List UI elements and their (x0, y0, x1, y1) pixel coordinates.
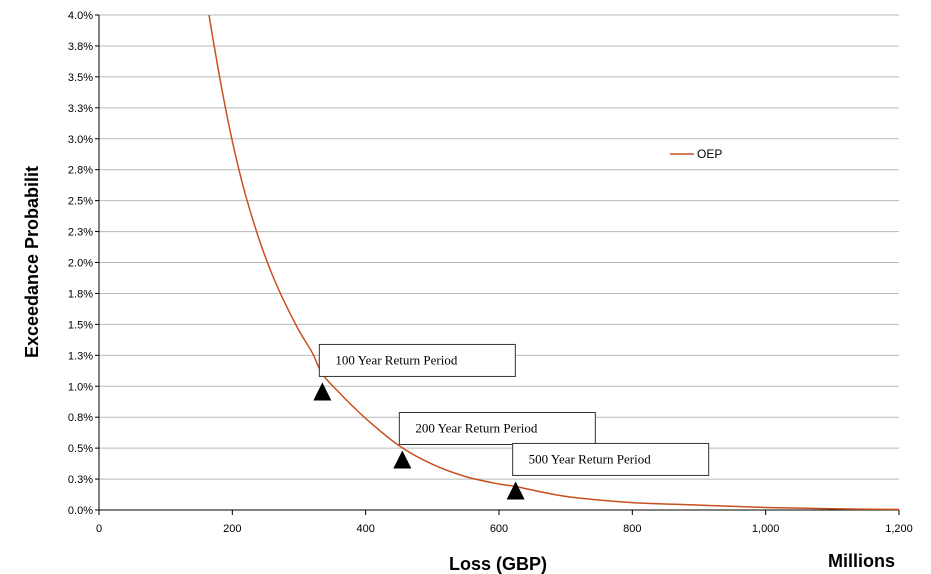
return-period-marker-2 (506, 481, 525, 500)
y-tick-label-7: 1.8% (68, 288, 93, 300)
x-tick-label-3: 600 (490, 523, 508, 535)
y-tick-label-16: 4.0% (68, 10, 93, 22)
y-tick-label-5: 1.3% (68, 350, 93, 362)
annotation-label-0: 100 Year Return Period (335, 352, 458, 367)
y-tick-label-12: 3.0% (68, 134, 93, 146)
annotation-label-1: 200 Year Return Period (415, 421, 538, 436)
series-line-oep (208, 14, 900, 511)
y-tick-label-10: 2.5% (68, 196, 93, 208)
annotation-box-2 (512, 442, 710, 476)
annotation-2: 500 Year Return Period (506, 442, 710, 500)
y-tick-label-13: 3.3% (68, 103, 93, 115)
annotation-1: 200 Year Return Period (393, 412, 596, 469)
x-tick-label-5: 1,000 (752, 523, 780, 535)
y-tick-label-4: 1.0% (68, 381, 93, 393)
y-tick-label-15: 3.8% (68, 41, 93, 53)
legend: OEP (670, 147, 722, 161)
y-axis-title: Exceedance Probabilit (22, 166, 42, 358)
annotation-box-1 (398, 412, 596, 445)
y-tick-label-8: 2.0% (68, 258, 93, 270)
x-axis-ticks: 0 200 400 600 800 1,000 1,200 (96, 510, 913, 535)
x-tick-label-0: 0 (96, 523, 102, 535)
series-layer (208, 14, 900, 511)
annotation-box-0 (318, 343, 516, 377)
x-tick-label-6: 1,200 (885, 523, 913, 535)
x-tick-label-4: 800 (623, 523, 641, 535)
x-tick-label-2: 400 (356, 523, 374, 535)
y-tick-label-2: 0.5% (68, 443, 93, 455)
y-tick-label-9: 2.3% (68, 227, 93, 239)
y-tick-label-14: 3.5% (68, 72, 93, 84)
y-tick-label-3: 0.8% (68, 412, 93, 424)
y-axis-ticks: 0.0% 0.3% 0.5% 0.8% 1.0% 1.3% 1.5% 1.8% 2.0% 2.3%… (68, 10, 99, 517)
return-period-marker-0 (313, 382, 332, 401)
x-axis-title: Loss (GBP) (449, 554, 547, 574)
annotations: 100 Year Return Period 200 Year Return Pe… (313, 343, 710, 500)
y-tick-label-1: 0.3% (68, 474, 93, 486)
y-tick-label-6: 1.5% (68, 319, 93, 331)
return-period-marker-1 (393, 450, 412, 469)
x-tick-label-1: 200 (223, 523, 241, 535)
annotation-0: 100 Year Return Period (313, 343, 516, 401)
y-tick-label-0: 0.0% (68, 505, 93, 517)
annotation-label-2: 500 Year Return Period (529, 451, 652, 466)
x-axis-unit-label: Millions (828, 551, 895, 571)
y-tick-label-11: 2.8% (68, 165, 93, 177)
legend-label-oep: OEP (697, 147, 722, 161)
